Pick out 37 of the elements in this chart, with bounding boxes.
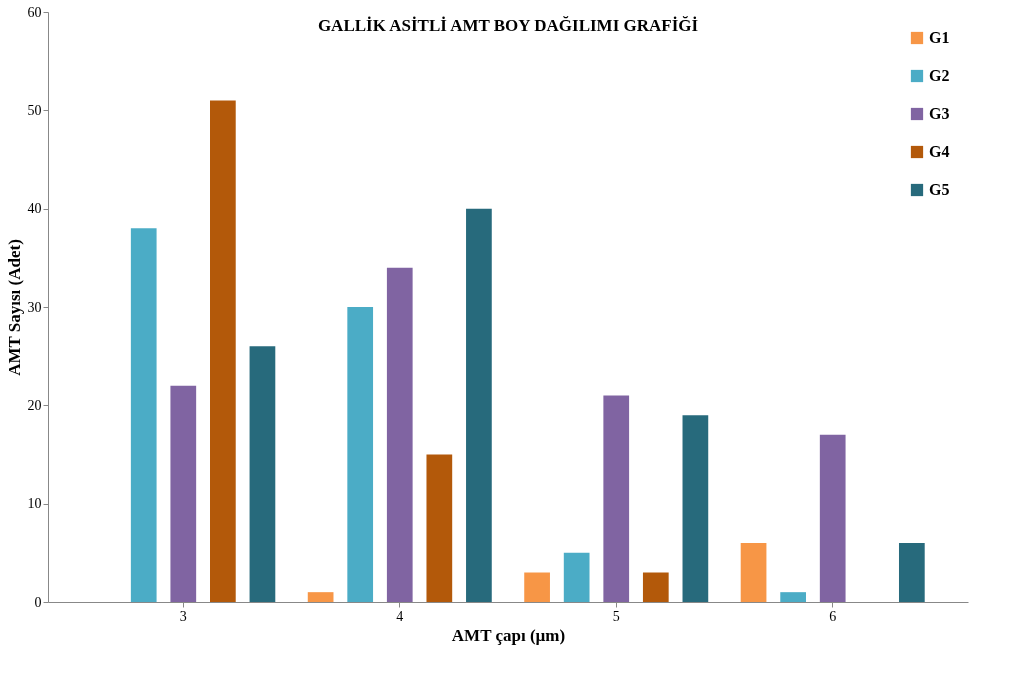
legend-label: G3	[929, 105, 950, 122]
bar	[130, 228, 157, 602]
legend-label: G5	[929, 181, 950, 198]
bar	[210, 100, 236, 602]
legend-label: G1	[929, 29, 950, 46]
bar	[249, 346, 276, 602]
y-tick-label: 0	[34, 594, 42, 610]
bar	[603, 395, 630, 602]
y-tick-label: 20	[27, 397, 42, 413]
bar	[740, 543, 767, 602]
y-tick-label: 50	[27, 102, 42, 118]
bar	[426, 454, 453, 602]
bar	[307, 592, 334, 602]
bar	[524, 572, 550, 602]
x-tick-label: 5	[612, 608, 620, 624]
bar	[563, 552, 590, 602]
y-tick-label: 60	[27, 4, 42, 20]
bar	[819, 434, 846, 602]
bar	[170, 385, 197, 602]
x-tick-label: 3	[179, 608, 187, 624]
legend-label: G4	[929, 143, 950, 160]
y-tick-label: 40	[27, 201, 42, 217]
x-axis-title: AMT çapı (µm)	[451, 625, 566, 645]
bar	[898, 543, 925, 602]
legend-label: G2	[929, 67, 950, 84]
bar	[386, 267, 413, 602]
x-tick-label: 6	[829, 608, 837, 624]
x-tick-label: 4	[396, 608, 404, 624]
y-tick-label: 10	[27, 496, 42, 512]
bar	[682, 415, 709, 602]
bar	[780, 592, 806, 602]
bar	[347, 307, 374, 602]
bar	[466, 208, 492, 602]
chart-title: GALLİK ASİTLİ AMT BOY DAĞILIMI GRAFİĞİ	[317, 16, 699, 35]
y-tick-label: 30	[27, 299, 42, 315]
y-axis-title: AMT Sayısı (Adet)	[4, 239, 24, 376]
bar	[642, 572, 669, 602]
